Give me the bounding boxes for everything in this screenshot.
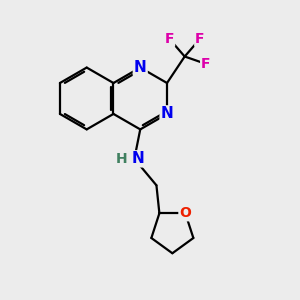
Text: H: H	[116, 152, 128, 166]
Text: N: N	[134, 60, 147, 75]
Text: F: F	[165, 32, 174, 46]
Text: F: F	[195, 32, 205, 46]
Text: F: F	[201, 57, 211, 71]
Text: N: N	[160, 106, 173, 122]
Text: O: O	[179, 206, 191, 220]
Text: N: N	[131, 151, 144, 166]
